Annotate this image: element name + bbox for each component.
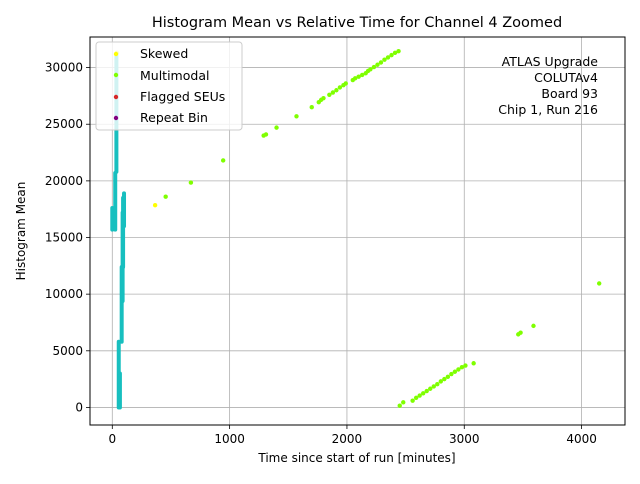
data-point-multimodal [375, 62, 380, 67]
data-point-multimodal [378, 60, 384, 65]
data-point-multimodal [452, 369, 458, 374]
data-point-multimodal [417, 393, 422, 398]
data-point-multimodal [327, 92, 332, 97]
data-point-multimodal [389, 52, 394, 58]
data-point-multimodal [456, 367, 461, 372]
data-point-multimodal [263, 132, 269, 137]
data-point-multimodal [368, 67, 373, 72]
data-point-multimodal [163, 194, 168, 199]
data-point-multimodal [442, 376, 447, 382]
legend-marker-skewed [113, 51, 119, 57]
data-point-multimodal [188, 180, 194, 185]
data-point-multimodal [596, 281, 602, 286]
legend-label-skewed: Skewed [140, 46, 188, 61]
data-point-multimodal [424, 388, 429, 394]
data-point-multimodal [435, 382, 440, 387]
data-point-multimodal [321, 95, 326, 101]
data-point-multimodal [356, 74, 361, 79]
chart-title: Histogram Mean vs Relative Time for Chan… [152, 15, 562, 31]
data-point-multimodal [343, 81, 348, 86]
y-tick-label: 25000 [45, 117, 83, 131]
data-point-multimodal [371, 64, 377, 70]
data-point-multimodal [471, 361, 476, 366]
data-point-multimodal [397, 403, 402, 408]
data-point-multimodal [410, 398, 415, 403]
y-tick-label: 10000 [45, 287, 83, 301]
annotation-line-1: ATLAS Upgrade [502, 54, 599, 69]
annotation-line-3: Board 93 [541, 86, 598, 101]
x-tick-label: 1000 [214, 432, 245, 446]
data-point-multimodal [385, 55, 391, 60]
data-point-multimodal [531, 323, 536, 329]
x-tick-label: 0 [108, 432, 116, 446]
legend-marker-repeat-bin [113, 115, 119, 121]
y-tick-label: 20000 [45, 174, 83, 188]
annotation-line-2: COLUTAv4 [534, 70, 598, 85]
x-tick-label: 3000 [449, 432, 480, 446]
x-axis-label: Time since start of run [minutes] [257, 451, 455, 465]
data-point-multimodal [309, 105, 314, 110]
data-point-multimodal [352, 76, 358, 81]
y-axis-label: Histogram Mean [14, 182, 28, 281]
plot-frame [89, 36, 626, 426]
axis-ticks: 0 1000 2000 3000 4000 0 5000 10000 15000 20000 250… [45, 61, 597, 446]
data-point-multimodal [518, 330, 523, 335]
data-point-multimodal [445, 374, 451, 380]
y-tick-label: 15000 [45, 231, 83, 245]
run-annotation: ATLAS Upgrade COLUTAv4 Board 93 Chip 1, … [498, 54, 598, 117]
y-tick-label: 0 [75, 400, 83, 414]
legend-label-flagged-seus: Flagged SEUs [140, 89, 225, 104]
data-point-multimodal [421, 391, 426, 396]
y-tick-label: 5000 [52, 344, 83, 358]
data-point-multimodal [401, 400, 406, 405]
legend: Skewed Multimodal Flagged SEUs Repeat Bi… [95, 41, 243, 131]
data-point-multimodal [382, 57, 387, 62]
data-point-multimodal [337, 85, 343, 90]
data-point-multimodal [392, 50, 398, 56]
data-point-multimodal [428, 386, 433, 391]
data-point-multimodal [330, 90, 336, 95]
data-point-multimodal [294, 114, 299, 119]
data-point-multimodal [438, 379, 444, 384]
data-point-multimodal [431, 384, 436, 389]
data-point-multimodal [463, 363, 468, 368]
data-point-multimodal [334, 88, 339, 93]
x-tick-label: 2000 [332, 432, 363, 446]
legend-box [95, 41, 243, 131]
annotation-line-4: Chip 1, Run 216 [498, 102, 598, 117]
data-point-multimodal [220, 158, 226, 163]
legend-label-repeat-bin: Repeat Bin [140, 110, 208, 125]
data-point-multimodal [449, 371, 454, 377]
x-tick-label: 4000 [566, 432, 597, 446]
y-tick-label: 30000 [45, 61, 83, 75]
data-point-multimodal [359, 72, 365, 78]
legend-label-multimodal: Multimodal [140, 68, 209, 83]
data-point-multimodal [396, 48, 401, 54]
legend-marker-flagged-seus [113, 94, 119, 100]
legend-marker-multimodal [113, 72, 119, 78]
data-point-multimodal [459, 365, 465, 370]
data-point-skewed [152, 203, 158, 208]
data-point-multimodal [274, 125, 279, 130]
data-point-multimodal [413, 395, 419, 401]
